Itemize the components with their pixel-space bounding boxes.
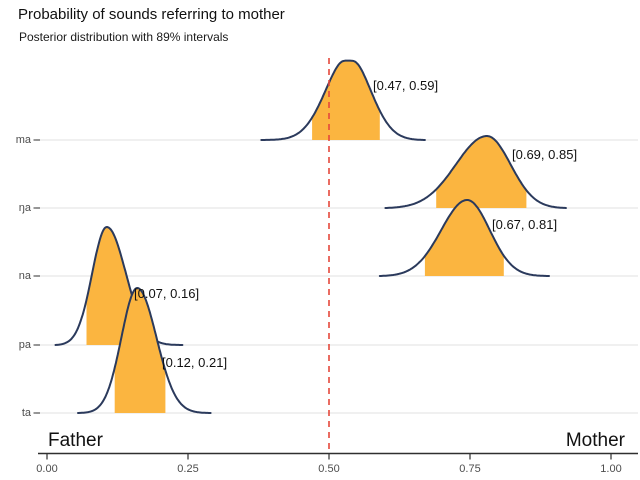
father-annotation: Father	[48, 430, 103, 451]
interval-label-nga: [0.69, 0.85]	[512, 147, 578, 162]
y-tick-label-ta: ta	[21, 407, 31, 419]
interval-label-ta: [0.12, 0.21]	[162, 355, 228, 370]
x-tick-label-100: 1.00	[600, 463, 622, 475]
y-tick-label-nga: ŋa	[18, 202, 31, 214]
interval-fill-ta	[114, 288, 166, 413]
interval-label-na: [0.67, 0.81]	[492, 217, 558, 232]
x-tick-label-000: 0.00	[36, 463, 58, 475]
density-curve-ta	[77, 287, 212, 414]
density-curve-na	[378, 199, 550, 277]
x-tick-label-050: 0.50	[318, 463, 340, 475]
density-curve-ma	[260, 59, 426, 141]
y-tick-label-na: na	[18, 270, 31, 282]
y-tick-label-pa: pa	[18, 339, 31, 351]
density-curve-pa	[54, 226, 184, 346]
y-tick-label-ma: ma	[15, 134, 31, 146]
density-curve-ŋa	[384, 135, 567, 209]
interval-fill-ma	[312, 60, 380, 140]
interval-fill-pa	[86, 227, 138, 345]
chart-title: Probability of sounds referring to mothe…	[18, 6, 285, 23]
x-tick-label-025: 0.25	[177, 463, 199, 475]
chart-subtitle: Posterior distribution with 89% interval…	[19, 30, 229, 44]
x-tick-label-075: 0.75	[459, 463, 481, 475]
interval-label-ma: [0.47, 0.59]	[373, 78, 439, 93]
mother-annotation: Mother	[565, 430, 625, 451]
interval-label-pa: [0.07, 0.16]	[134, 286, 200, 301]
